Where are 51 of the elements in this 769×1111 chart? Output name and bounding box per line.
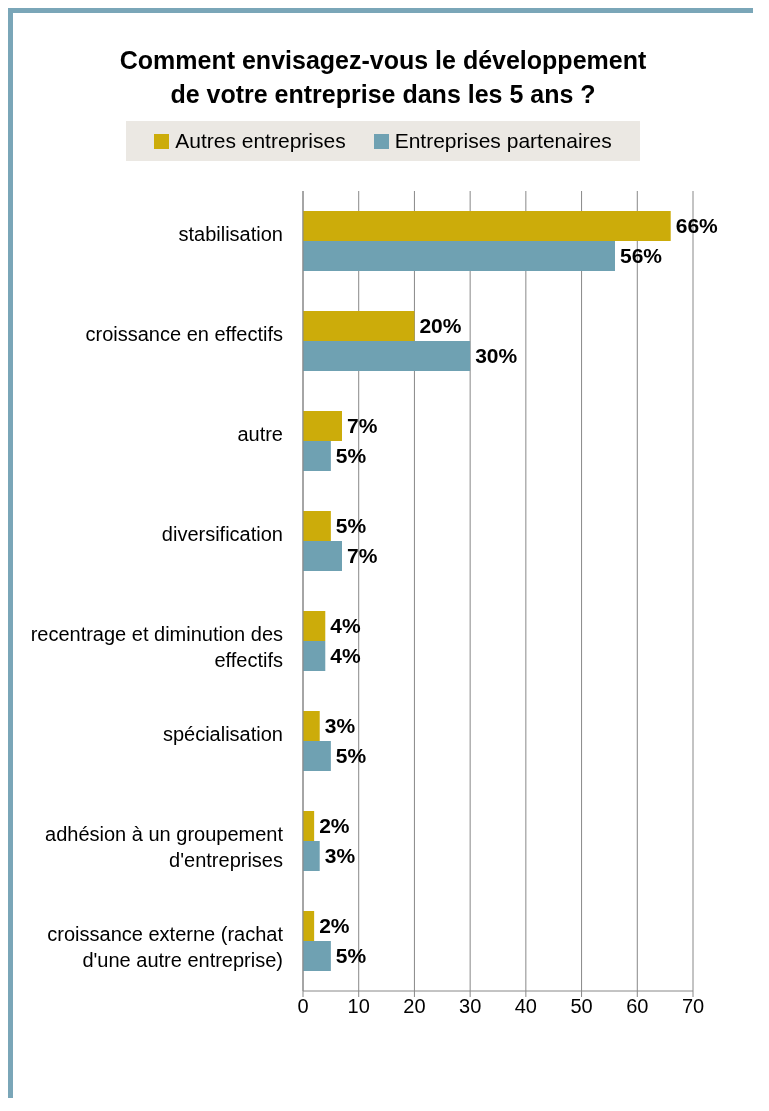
- x-tick-label: 30: [459, 995, 482, 1018]
- data-label: 7%: [347, 544, 378, 568]
- data-label: 2%: [319, 814, 350, 838]
- data-label: 5%: [335, 744, 367, 768]
- y-tick-label: diversification: [161, 523, 283, 545]
- data-label: 7%: [347, 414, 378, 438]
- x-tick-label: 40: [514, 995, 537, 1018]
- bar: [303, 611, 326, 641]
- bar: [303, 511, 331, 541]
- chart-title: Comment envisagez-vous le développement de votre entreprise dans les 5 ans ?: [118, 45, 648, 110]
- y-tick-label: stabilisation: [178, 223, 283, 245]
- legend-label: Autres entreprises: [175, 129, 346, 153]
- data-label: 3%: [324, 714, 356, 738]
- y-tick-label: adhésion à un groupement d'entreprises: [45, 823, 284, 871]
- x-tick-label: 0: [297, 995, 309, 1018]
- data-label: 4%: [330, 644, 361, 668]
- x-tick-label: 60: [626, 995, 649, 1018]
- data-label: 2%: [319, 914, 350, 938]
- data-label: 5%: [335, 444, 367, 468]
- bar: [303, 541, 342, 571]
- data-label: 66%: [675, 214, 719, 238]
- y-tick-label: recentrage et diminution des effectifs: [30, 623, 283, 671]
- data-label: 30%: [475, 344, 518, 368]
- bar: [303, 411, 342, 441]
- bar: [303, 341, 471, 371]
- data-label: 5%: [335, 944, 367, 968]
- y-tick-label: spécialisation: [162, 723, 283, 745]
- data-label: 4%: [330, 614, 361, 638]
- y-tick-label: autre: [237, 423, 283, 445]
- x-tick-label: 10: [347, 995, 370, 1018]
- data-label: 20%: [419, 314, 462, 338]
- bar: [303, 811, 315, 841]
- bar: [303, 711, 320, 741]
- data-label: 5%: [335, 514, 367, 538]
- bar: [303, 841, 320, 871]
- bar: [303, 311, 415, 341]
- x-tick-label: 50: [570, 995, 593, 1018]
- x-tick-label: 70: [681, 995, 705, 1018]
- bar: [303, 911, 315, 941]
- data-label: 3%: [324, 844, 356, 868]
- legend-label: Entreprises partenaires: [394, 129, 612, 153]
- y-tick-label: croissance en effectifs: [85, 323, 283, 345]
- x-tick-label: 20: [403, 995, 426, 1018]
- data-label: 56%: [620, 244, 663, 268]
- bar: [303, 641, 326, 671]
- y-tick-label: croissance externe (rachat d'une autre entreprise): [47, 923, 284, 971]
- bar: [303, 241, 615, 271]
- bar: [303, 211, 671, 241]
- bar: [303, 941, 331, 971]
- bar: [303, 441, 331, 471]
- bar: [303, 741, 331, 771]
